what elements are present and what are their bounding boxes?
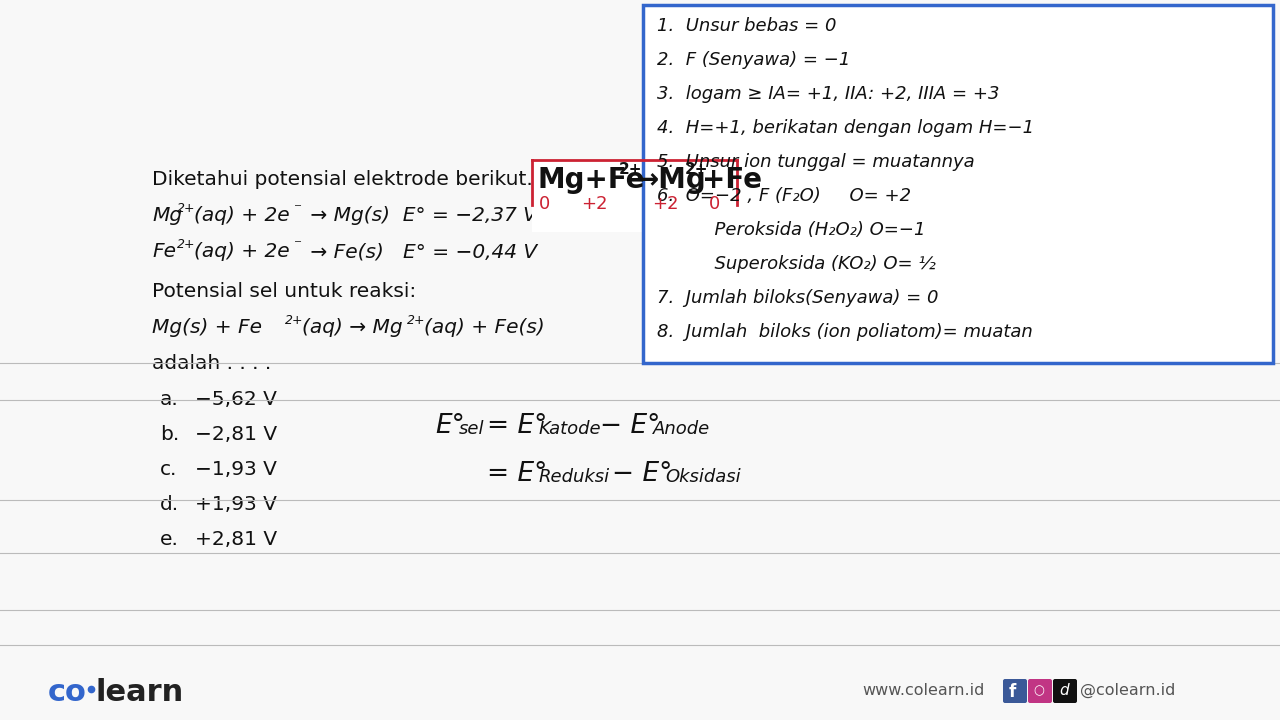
Text: 0: 0 xyxy=(709,195,721,213)
Text: ⁻: ⁻ xyxy=(294,237,302,252)
Text: → Fe(s)   E° = −0,44 V: → Fe(s) E° = −0,44 V xyxy=(305,242,538,261)
Text: →Mg: →Mg xyxy=(635,166,705,194)
Text: Fe: Fe xyxy=(152,242,177,261)
FancyBboxPatch shape xyxy=(1053,679,1076,703)
Text: (aq) → Mg: (aq) → Mg xyxy=(302,318,403,337)
Text: −1,93 V: −1,93 V xyxy=(195,460,276,479)
Text: +2: +2 xyxy=(581,195,608,213)
Text: b.: b. xyxy=(160,425,179,444)
Text: d: d xyxy=(1059,683,1069,698)
Text: 2.  F (Senyawa) = −1: 2. F (Senyawa) = −1 xyxy=(657,51,850,69)
Text: 3.  logam ≥ IA= +1, IIA: +2, IIIA = +3: 3. logam ≥ IA= +1, IIA: +2, IIIA = +3 xyxy=(657,85,1000,103)
Text: Anode: Anode xyxy=(653,420,710,438)
Text: adalah . . . .: adalah . . . . xyxy=(152,354,271,373)
Text: c.: c. xyxy=(160,460,178,479)
Text: +2: +2 xyxy=(652,195,678,213)
Text: Superoksida (KO₂) O= ½: Superoksida (KO₂) O= ½ xyxy=(657,255,936,273)
Text: Diketahui potensial elektrode berikut.: Diketahui potensial elektrode berikut. xyxy=(152,170,532,189)
Text: (aq) + 2e: (aq) + 2e xyxy=(195,206,289,225)
Text: (aq) + 2e: (aq) + 2e xyxy=(195,242,289,261)
Text: 7.  Jumlah biloks(Senyawa) = 0: 7. Jumlah biloks(Senyawa) = 0 xyxy=(657,289,938,307)
Text: Peroksida (H₂O₂) O=−1: Peroksida (H₂O₂) O=−1 xyxy=(657,221,925,239)
Text: f: f xyxy=(1009,683,1016,701)
Text: Mg(s) + Fe: Mg(s) + Fe xyxy=(152,318,262,337)
Text: ⁻: ⁻ xyxy=(294,201,302,216)
Text: 2+: 2+ xyxy=(285,314,303,327)
Bar xyxy=(643,5,1274,363)
Text: Mg+Fe: Mg+Fe xyxy=(538,166,645,194)
Text: − E°: − E° xyxy=(612,461,672,487)
Text: 1.  Unsur bebas = 0: 1. Unsur bebas = 0 xyxy=(657,17,837,35)
Text: Reduksi: Reduksi xyxy=(539,468,611,486)
Text: +1,93 V: +1,93 V xyxy=(195,495,276,514)
Text: 2+: 2+ xyxy=(177,238,196,251)
Text: 5.  Unsur ion tunggal = muatannya: 5. Unsur ion tunggal = muatannya xyxy=(657,153,974,171)
FancyBboxPatch shape xyxy=(1028,679,1052,703)
Text: e.: e. xyxy=(160,530,179,549)
Text: −2,81 V: −2,81 V xyxy=(195,425,278,444)
Bar xyxy=(532,160,737,232)
Text: Katode: Katode xyxy=(539,420,602,438)
Text: Mg: Mg xyxy=(152,206,182,225)
Text: Potensial sel untuk reaksi:: Potensial sel untuk reaksi: xyxy=(152,282,416,301)
Text: ○: ○ xyxy=(1033,684,1044,697)
Bar xyxy=(643,5,1274,363)
Text: → Mg(s)  E° = −2,37 V: → Mg(s) E° = −2,37 V xyxy=(305,206,536,225)
Text: E°: E° xyxy=(435,413,465,439)
Text: d.: d. xyxy=(160,495,179,514)
Text: 2+: 2+ xyxy=(620,162,643,177)
Text: 0: 0 xyxy=(539,195,550,213)
Text: = E°: = E° xyxy=(486,461,548,487)
Text: (aq) + Fe(s): (aq) + Fe(s) xyxy=(424,318,545,337)
Text: 2+: 2+ xyxy=(685,162,709,177)
Text: 2+: 2+ xyxy=(407,314,425,327)
Text: +Fe: +Fe xyxy=(701,166,762,194)
Text: − E°: − E° xyxy=(600,413,660,439)
Text: Oksidasi: Oksidasi xyxy=(666,468,741,486)
Text: a.: a. xyxy=(160,390,179,409)
FancyBboxPatch shape xyxy=(1004,679,1027,703)
Text: 2+: 2+ xyxy=(177,202,196,215)
Text: sel: sel xyxy=(460,420,485,438)
Text: −5,62 V: −5,62 V xyxy=(195,390,276,409)
Text: +2,81 V: +2,81 V xyxy=(195,530,278,549)
Text: = E°: = E° xyxy=(486,413,548,439)
Text: @colearn.id: @colearn.id xyxy=(1080,683,1175,698)
Text: 6.  O=−2 , F (F₂O)     O= +2: 6. O=−2 , F (F₂O) O= +2 xyxy=(657,187,911,205)
Text: co: co xyxy=(49,678,87,707)
Text: www.colearn.id: www.colearn.id xyxy=(861,683,984,698)
Text: 4.  H=+1, berikatan dengan logam H=−1: 4. H=+1, berikatan dengan logam H=−1 xyxy=(657,119,1034,137)
Text: learn: learn xyxy=(96,678,184,707)
Text: 8.  Jumlah  biloks (ion poliatom)= muatan: 8. Jumlah biloks (ion poliatom)= muatan xyxy=(657,323,1033,341)
